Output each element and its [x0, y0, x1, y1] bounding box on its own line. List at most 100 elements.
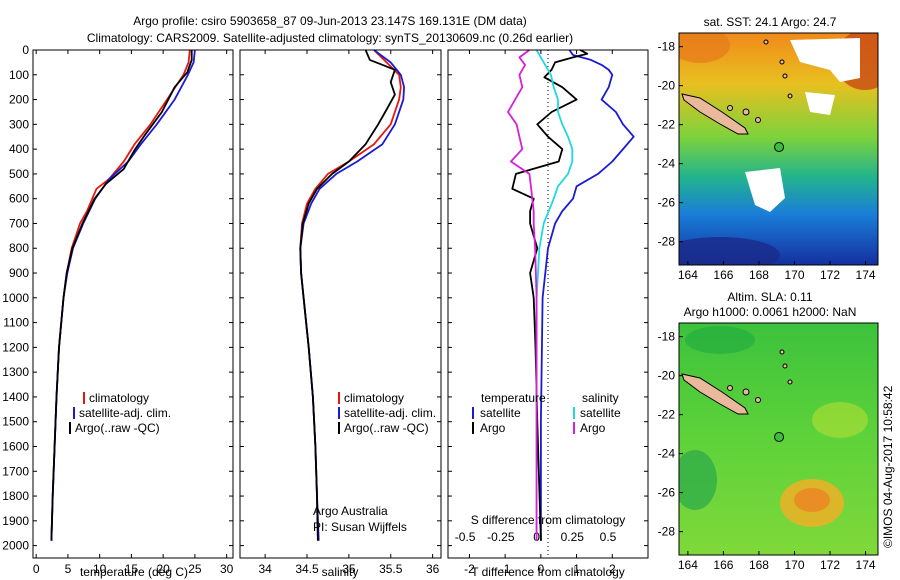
new-caledonia-land [681, 373, 749, 415]
lon-tick-label: 172 [820, 558, 840, 572]
x-tick-label: 36 [426, 562, 440, 576]
x-tick-label: 10 [93, 562, 107, 576]
depth-tick-label: 800 [9, 241, 29, 255]
lat-tick-label: -28 [658, 235, 676, 249]
x-tick-label: 34 [258, 562, 272, 576]
x-tick-label: 1 [573, 562, 580, 576]
lat-tick-label: -28 [658, 525, 676, 539]
argo-float-marker [774, 141, 785, 152]
sst-map-frame [678, 32, 879, 266]
temperature-panel: 0100200300400500600700800900100011001200… [2, 43, 233, 579]
vanuatu-island [787, 93, 793, 99]
x-tick-label: 35.5 [379, 562, 403, 576]
sst-map-ticks: 164 166 168 170 172 174 -18 -20 -22 -24 -26 -28 [658, 40, 876, 282]
credit-line1: Argo Australia [313, 504, 388, 518]
series-line [511, 49, 589, 541]
s-tick-label: -0.25 [487, 530, 515, 544]
depth-tick-label: 200 [9, 93, 29, 107]
lon-tick-label: 172 [820, 268, 840, 282]
lat-tick-label: -26 [658, 486, 676, 500]
difference-ticks: -2 -1 0 1 2-0.5 -0.25 0 0.25 0.5 [448, 49, 648, 576]
loyalty-island [727, 105, 733, 111]
loyalty-island [742, 108, 750, 116]
sla-map-title-line1: Altim. SLA: 0.11 [727, 290, 812, 304]
depth-tick-label: 2000 [2, 539, 29, 553]
depth-tick-label: 1300 [2, 365, 29, 379]
legend-title-salinity: salinity [582, 391, 619, 405]
argo-float-marker [774, 431, 785, 442]
cloud-gap [805, 92, 835, 115]
sla-map-title-line2: Argo h1000: 0.0061 h2000: NaN [684, 305, 857, 319]
legend-clim-label: climatology [344, 391, 404, 405]
salinity-legend: climatology satellite-adj. clim. Argo(..… [338, 391, 436, 435]
x-tick-label: 30 [220, 562, 234, 576]
difference-legend: temperature salinity satellite Argo sate… [472, 391, 621, 435]
series-line [299, 49, 396, 541]
lat-tick-label: -24 [658, 447, 676, 461]
x-tick-label: -2 [464, 562, 475, 576]
sla-map-ticks: 164 166 168 170 172 174 -18 -20 -22 -24 -26 -28 [658, 330, 876, 572]
legend-argo-label: Argo(..raw -QC) [75, 421, 160, 435]
legend-sat-label: satellite-adj. clim. [79, 406, 171, 420]
x-tick-label: 25 [188, 562, 202, 576]
lat-tick-label: -20 [658, 369, 676, 383]
vanuatu-island [779, 59, 785, 65]
x-tick-label: 2 [609, 562, 616, 576]
s-tick-label: -0.5 [455, 530, 476, 544]
high-sla-patch [794, 488, 830, 512]
loyalty-island [727, 385, 733, 391]
depth-tick-label: 700 [9, 216, 29, 230]
depth-tick-label: 300 [9, 117, 29, 131]
imos-timestamp: ©IMOS 04-Aug-2017 10:58:42 [881, 385, 895, 548]
series-line [50, 50, 193, 541]
sst-map: sat. SST: 24.1 Argo: 24.7 164 166 168 170 17… [658, 15, 879, 282]
series-line [540, 49, 635, 541]
depth-tick-label: 0 [22, 43, 29, 57]
s-tick-label: 0.5 [600, 530, 617, 544]
header-line1: Argo profile: csiro 5903658_87 09-Jun-20… [133, 14, 527, 28]
low-sla-patch [685, 326, 755, 354]
temperature-lines [50, 49, 196, 541]
lon-tick-label: 166 [713, 268, 733, 282]
lat-tick-label: -18 [658, 330, 676, 344]
low-sla-patch [679, 450, 717, 510]
cold-patch [679, 237, 780, 265]
vanuatu-island [787, 379, 793, 385]
loyalty-island [742, 388, 750, 396]
legend-argo-label: Argo(..raw -QC) [344, 421, 429, 435]
vanuatu-island [782, 73, 788, 79]
x-tick-label: 0 [33, 562, 40, 576]
lon-tick-label: 168 [749, 268, 769, 282]
salinity-panel: 34 34.5 35 35.5 36 salinity climatology sate… [239, 49, 442, 579]
salinity-xlabel: salinity [322, 565, 359, 579]
series-line [50, 49, 191, 541]
x-tick-label: 15 [125, 562, 139, 576]
x-tick-label: -1 [500, 562, 511, 576]
series-line [507, 49, 538, 541]
s-tick-label: 0.25 [561, 530, 585, 544]
lat-tick-label: -18 [658, 40, 676, 54]
lat-tick-label: -26 [658, 196, 676, 210]
legend-s-argo-label: Argo [580, 421, 606, 435]
sla-map-frame [678, 322, 879, 556]
legend-s-sat-label: satellite [580, 406, 621, 420]
x-tick-label: 5 [65, 562, 72, 576]
depth-tick-label: 1800 [2, 489, 29, 503]
depth-tick-label: 1000 [2, 291, 29, 305]
temperature-xlabel: temperature (deg C) [80, 565, 188, 579]
lon-tick-label: 164 [678, 558, 698, 572]
header-line2: Climatology: CARS2009. Satellite-adjuste… [87, 31, 573, 45]
legend-t-sat-label: satellite [480, 406, 521, 420]
depth-tick-label: 1500 [2, 415, 29, 429]
depth-tick-label: 900 [9, 266, 29, 280]
lon-tick-label: 174 [856, 558, 876, 572]
high-sla-patch [812, 402, 868, 438]
cloud-gap [745, 168, 785, 212]
new-caledonia-land [681, 93, 749, 135]
salinity-lines [299, 49, 406, 541]
sla-map: Altim. SLA: 0.11 Argo h1000: 0.0061 h200… [658, 290, 879, 572]
x-tick-label: 0 [538, 562, 545, 576]
temperature-legend: climatology satellite-adj. clim. Argo(..… [69, 391, 171, 435]
depth-tick-label: 400 [9, 142, 29, 156]
